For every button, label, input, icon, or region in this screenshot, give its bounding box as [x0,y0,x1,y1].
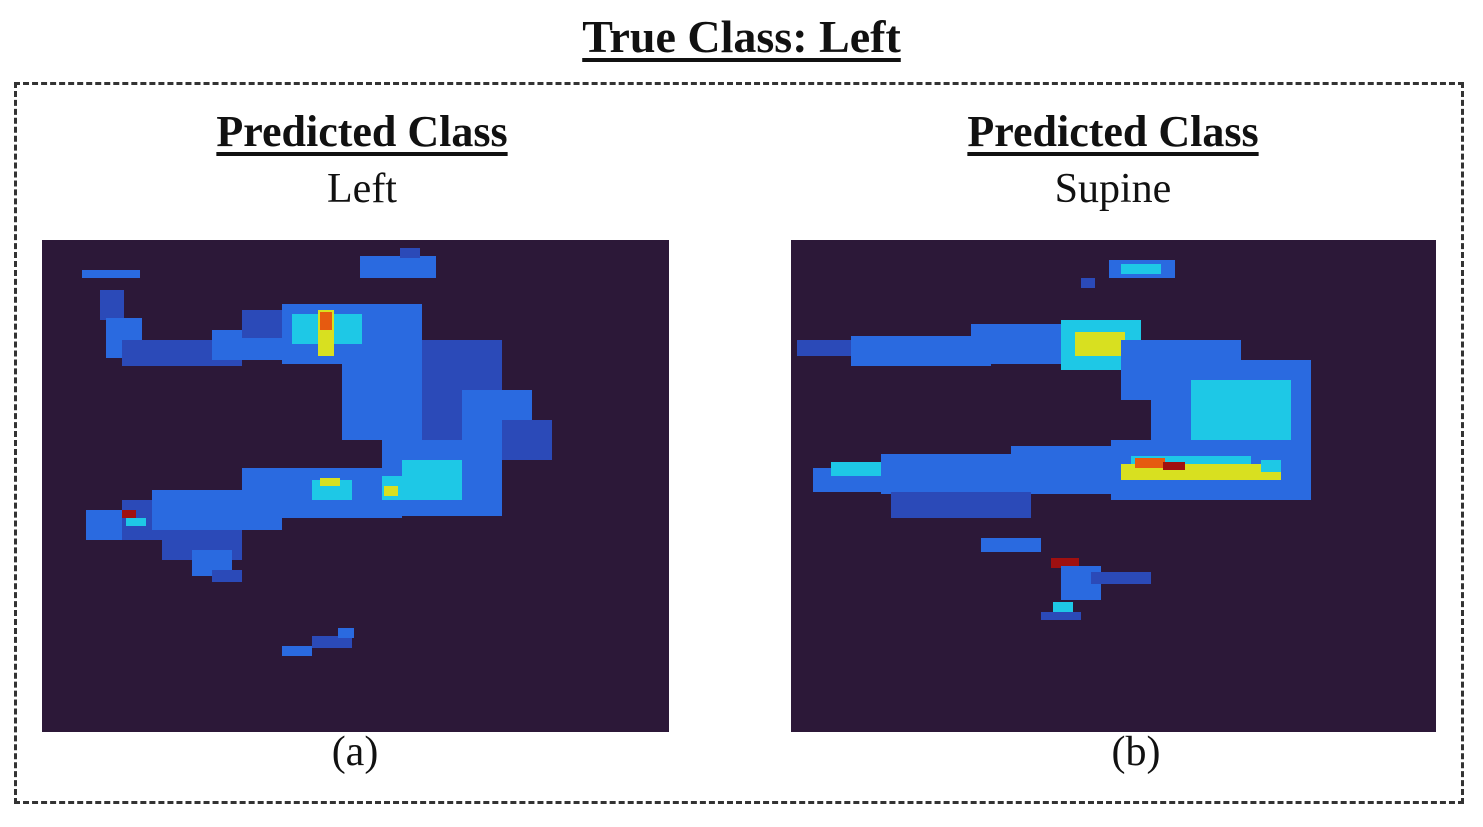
heat-cell [1091,572,1151,584]
heat-cell [891,492,1031,518]
heat-cell [1075,332,1125,356]
panel-a-predicted-class: Left [327,166,397,212]
heat-cell [1121,264,1161,274]
panel-a-heatmap [42,240,669,732]
heat-cell [1191,380,1291,440]
heat-cell [338,628,354,638]
heat-cell [1041,612,1081,620]
panel-b-caption: (b) [1111,729,1161,775]
panel-b-predicted-class: Supine [1054,166,1172,212]
heat-cell [126,518,146,526]
dashed-frame [14,82,1464,804]
heat-cell [1163,462,1185,470]
heat-cell [82,270,140,278]
heat-cell [400,248,420,258]
panel-b-heading: Predicted Class [967,107,1259,156]
heat-cell [1135,458,1165,468]
heat-cell [1051,558,1079,568]
figure-title: True Class: Left [582,11,901,62]
panel-b-heatmap [791,240,1436,732]
heat-cell [981,538,1041,552]
heat-cell [831,462,891,476]
heat-cell [122,510,136,518]
heat-cell [320,478,340,486]
heat-cell [1261,460,1281,472]
panel-a-header: Predicted Class Left [42,104,682,218]
panel-a-heading: Predicted Class [216,107,508,156]
heat-cell [1053,602,1073,614]
heat-cell [360,256,436,278]
heat-cell [1081,278,1095,288]
heat-cell [502,420,552,460]
heat-cell [212,570,242,582]
heat-cell [312,636,352,648]
heat-cell [282,646,312,656]
heat-cell [851,336,991,366]
heat-cell [320,312,332,330]
heat-cell [402,460,462,500]
heat-cell [100,290,124,320]
heat-cell [384,486,398,496]
panel-b-header: Predicted Class Supine [793,104,1433,218]
panel-a-caption: (a) [331,729,379,775]
